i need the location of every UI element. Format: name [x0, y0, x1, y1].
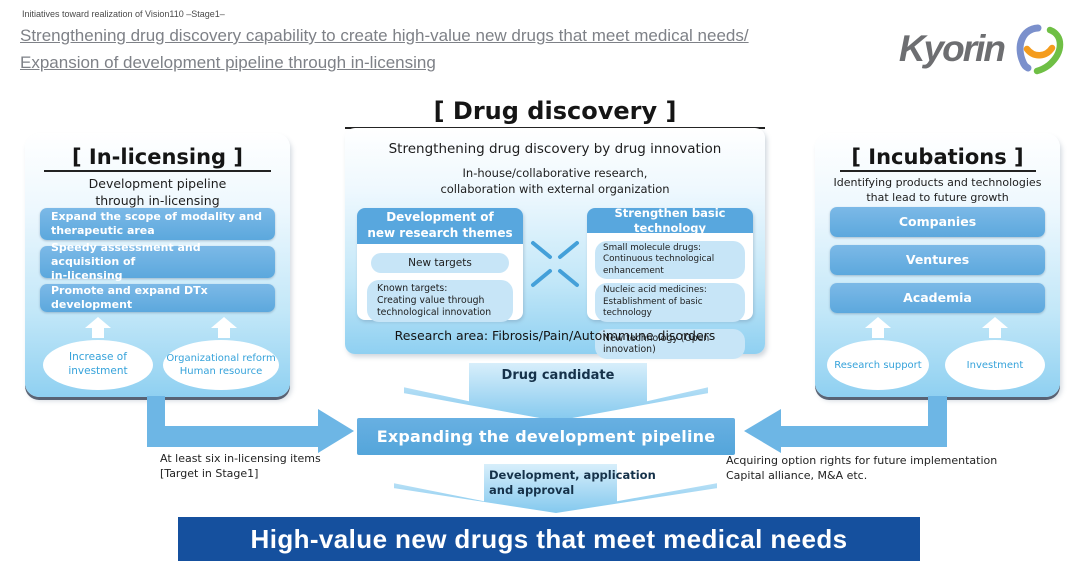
eyebrow-text: Initiatives toward realization of Vision…: [22, 9, 225, 19]
technology-pill: Nucleic acid medicines: Establishment of…: [595, 283, 745, 322]
new-research-themes-header: Development of new research themes: [357, 208, 523, 244]
in-licensing-item: Speedy assessment and acquisition of in-…: [40, 241, 275, 282]
dev-approval-label: Development, application and approval: [489, 468, 656, 497]
drug-discovery-subtitle: Strengthening drug discovery by drug inn…: [388, 141, 722, 157]
technology-pill: Small molecule drugs: Continuous technol…: [595, 241, 745, 280]
incubations-note: Acquiring option rights for future imple…: [726, 454, 998, 482]
research-area-text: Research area: Fibrosis/Pain/Autoimmune …: [394, 328, 716, 343]
enabler-oval: Research support: [827, 340, 929, 390]
incubations-item: Academia: [830, 283, 1045, 313]
in-licensing-item: Promote and expand DTx development: [40, 284, 275, 312]
incubations-item: Companies: [830, 207, 1045, 237]
enabler-oval: Organizational reform Human resource: [163, 340, 279, 390]
drug-discovery-panel: Strengthening drug discovery by drug inn…: [345, 128, 765, 359]
in-licensing-item: Expand the scope of modality and therape…: [40, 208, 275, 240]
expanding-pipeline-box: Expanding the development pipeline: [357, 418, 735, 455]
in-licensing-title: [ In-licensing ]: [43, 145, 272, 172]
outcome-label: High-value new drugs that meet medical n…: [250, 523, 848, 554]
slide-title-line1: Strengthening drug discovery capability …: [20, 26, 749, 45]
incubations-title: [ Incubations ]: [839, 145, 1036, 172]
enabler-oval: Investment: [945, 340, 1045, 390]
drug-discovery-title: [ Drug discovery ]: [345, 97, 765, 129]
up-arrow-icon: [865, 317, 891, 338]
drug-discovery-description: In-house/collaborative research, collabo…: [440, 166, 670, 196]
slide-title-line2: Expansion of development pipeline throug…: [20, 53, 436, 73]
up-arrow-icon: [211, 317, 237, 338]
incubations-panel: [ Incubations ] Identifying products and…: [815, 133, 1060, 397]
incubations-item: Ventures: [830, 245, 1045, 275]
right-elbow-arrow-icon: [744, 396, 947, 453]
up-arrow-icon: [85, 317, 111, 338]
in-licensing-note: At least six in-licensing items [Target …: [160, 452, 321, 480]
left-elbow-arrow-icon: [147, 396, 354, 453]
basic-technology-box: Strengthen basic technology Small molecu…: [587, 206, 753, 359]
research-theme-pill: New targets: [371, 253, 509, 273]
drug-candidate-label: Drug candidate: [501, 368, 615, 383]
basic-technology-header: Strengthen basic technology: [587, 206, 753, 235]
in-licensing-subtitle: Development pipeline through in-licensin…: [88, 176, 227, 208]
new-research-themes-box: Development of new research themes New t…: [357, 208, 523, 323]
technology-pill: New technology (Open innovation): [595, 328, 745, 359]
research-theme-pill: Known targets: Creating value through te…: [367, 280, 513, 323]
incubations-subtitle: Identifying products and technologies th…: [833, 176, 1042, 204]
kyorin-logo-icon: [1008, 22, 1066, 76]
up-arrow-icon: [982, 317, 1008, 338]
outcome-bar: High-value new drugs that meet medical n…: [178, 517, 920, 561]
slide-title: Strengthening drug discovery capability …: [20, 22, 749, 76]
kyorin-logo-text: Kyorin: [898, 28, 1006, 69]
kyorin-logo: Kyorin: [899, 22, 1066, 76]
enabler-oval: Increase of investment: [43, 340, 153, 390]
cross-synergy-icon: [529, 238, 581, 290]
in-licensing-panel: [ In-licensing ] Development pipeline th…: [25, 133, 290, 397]
expanding-pipeline-label: Expanding the development pipeline: [376, 427, 716, 446]
